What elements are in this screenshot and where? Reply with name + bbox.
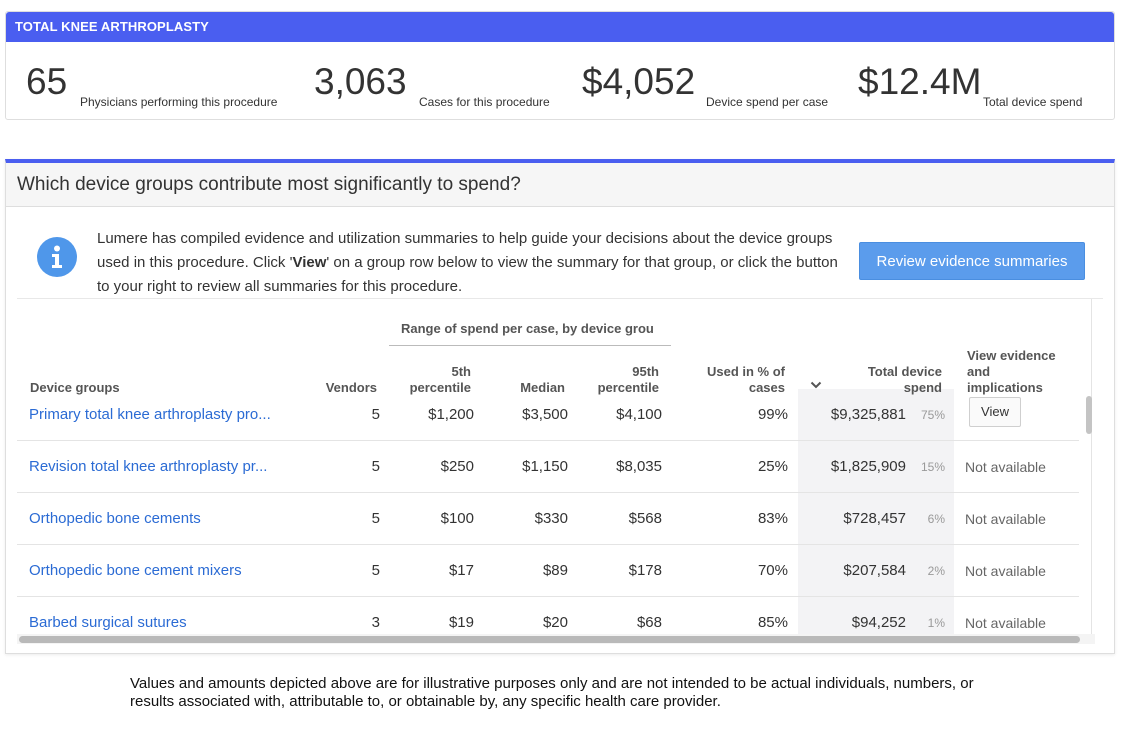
p5-cell: $100 xyxy=(440,510,474,527)
spend-share-cell: 15% xyxy=(920,460,945,474)
chevron-down-icon[interactable] xyxy=(810,377,822,389)
total-spend-label: Total device spend xyxy=(983,95,1083,109)
spend-share-cell: 75% xyxy=(920,408,945,422)
vendors-cell: 5 xyxy=(371,510,380,527)
used-cell: 85% xyxy=(757,614,788,631)
device-group-link[interactable]: Barbed surgical sutures xyxy=(29,614,187,631)
spend-share-cell: 6% xyxy=(927,512,945,526)
spend-per-case-value: $4,052 xyxy=(582,61,696,102)
median-cell: $89 xyxy=(542,562,568,579)
view-evidence-button[interactable]: View xyxy=(969,397,1021,427)
header-5th-percentile[interactable]: 5th percentile xyxy=(395,364,471,396)
total-spend-cell: $94,252 xyxy=(851,614,906,631)
used-cell: 70% xyxy=(757,562,788,579)
table-row: Primary total knee arthroplasty pro... 5… xyxy=(17,389,1079,441)
not-available-text: Not available xyxy=(965,615,1046,631)
device-group-link[interactable]: Revision total knee arthroplasty pr... xyxy=(29,458,268,475)
median-cell: $20 xyxy=(542,614,568,631)
vendors-cell: 5 xyxy=(371,458,380,475)
p5-cell: $19 xyxy=(448,614,474,631)
info-text-bold: View xyxy=(292,254,327,271)
vendors-cell: 5 xyxy=(371,562,380,579)
header-95th-line2: percentile xyxy=(597,380,659,395)
total-spend-value: $12.4M xyxy=(858,61,982,102)
total-spend-cell: $9,325,881 xyxy=(830,406,906,423)
device-group-link[interactable]: Primary total knee arthroplasty pro... xyxy=(29,406,271,423)
header-5th-line2: percentile xyxy=(409,380,471,395)
table-row: Orthopedic bone cement mixers 5 $17 $89 … xyxy=(17,545,1079,597)
total-spend-column-shade xyxy=(798,389,954,524)
p5-cell: $17 xyxy=(448,562,474,579)
header-used-in-percent[interactable]: Used in % of cases xyxy=(687,364,785,396)
procedure-title: TOTAL KNEE ARTHROPLASTY xyxy=(6,12,1114,42)
total-spend-cell: $207,584 xyxy=(843,562,906,579)
spend-share-cell: 2% xyxy=(927,564,945,578)
range-of-spend-header: Range of spend per case, by device grou xyxy=(389,321,671,346)
header-view-line1: View evidence xyxy=(967,348,1056,363)
spend-per-case-label: Device spend per case xyxy=(706,95,829,109)
total-spend-cell: $728,457 xyxy=(843,510,906,527)
physicians-label: Physicians performing this procedure xyxy=(80,95,278,109)
used-cell: 99% xyxy=(757,406,788,423)
header-95th-percentile[interactable]: 95th percentile xyxy=(583,364,659,396)
info-message: Lumere has compiled evidence and utiliza… xyxy=(97,227,847,299)
header-used-line1: Used in % of xyxy=(706,364,785,379)
horizontal-scrollbar[interactable] xyxy=(19,636,1080,643)
info-text-part-1: Lumere has compiled evidence and utiliza… xyxy=(97,230,833,271)
header-vendors[interactable]: Vendors xyxy=(325,380,377,395)
cases-label: Cases for this procedure xyxy=(419,95,550,109)
median-cell: $3,500 xyxy=(522,406,568,423)
not-available-text: Not available xyxy=(965,563,1046,579)
p95-cell: $568 xyxy=(628,510,662,527)
not-available-text: Not available xyxy=(965,511,1046,527)
p95-cell: $8,035 xyxy=(616,458,662,475)
summary-stats: 65 Physicians performing this procedure … xyxy=(6,42,1114,120)
vendors-cell: 5 xyxy=(371,406,380,423)
p5-cell: $250 xyxy=(440,458,474,475)
disclaimer-text: Values and amounts depicted above are fo… xyxy=(130,675,974,710)
panel-title: Which device groups contribute most sign… xyxy=(6,163,1114,207)
header-device-groups[interactable]: Device groups xyxy=(30,380,120,395)
device-group-link[interactable]: Orthopedic bone cement mixers xyxy=(29,562,242,579)
header-view-line3: implications xyxy=(967,380,1043,395)
header-view-line2: and xyxy=(967,364,991,379)
header-95th-line1: 95th xyxy=(632,364,659,379)
info-icon xyxy=(37,237,77,277)
median-cell: $1,150 xyxy=(522,458,568,475)
vendors-cell: 3 xyxy=(371,614,380,631)
vertical-scrollbar[interactable] xyxy=(1086,396,1092,434)
p95-cell: $68 xyxy=(636,614,662,631)
not-available-text: Not available xyxy=(965,459,1046,475)
header-view-evidence: View evidence and implications xyxy=(967,348,1077,396)
device-groups-table: Range of spend per case, by device grou … xyxy=(17,298,1103,634)
median-cell: $330 xyxy=(534,510,568,527)
header-total-line1: Total device xyxy=(867,364,942,379)
review-evidence-summaries-button[interactable]: Review evidence summaries xyxy=(859,242,1085,280)
info-text-part-2: ' on a group row below to view the summa… xyxy=(97,254,838,295)
table-right-border xyxy=(1091,299,1092,634)
physicians-count: 65 xyxy=(26,61,68,102)
procedure-summary-card: TOTAL KNEE ARTHROPLASTY 65 Physicians pe… xyxy=(5,11,1115,120)
header-total-line2: spend xyxy=(903,380,942,395)
used-cell: 25% xyxy=(757,458,788,475)
used-cell: 83% xyxy=(757,510,788,527)
p5-cell: $1,200 xyxy=(428,406,474,423)
device-group-link[interactable]: Orthopedic bone cements xyxy=(29,510,201,527)
device-groups-panel: Which device groups contribute most sign… xyxy=(5,159,1115,654)
spend-share-cell: 1% xyxy=(927,616,945,630)
table-row: Barbed surgical sutures 3 $19 $20 $68 85… xyxy=(17,597,1079,634)
table-row: Orthopedic bone cements 5 $100 $330 $568… xyxy=(17,493,1079,545)
table-row: Revision total knee arthroplasty pr... 5… xyxy=(17,441,1079,493)
header-used-line2: cases xyxy=(748,380,785,395)
total-spend-column-shade-lower xyxy=(798,524,954,634)
p95-cell: $4,100 xyxy=(616,406,662,423)
header-median[interactable]: Median xyxy=(520,380,565,395)
cases-count: 3,063 xyxy=(314,61,407,102)
total-spend-cell: $1,825,909 xyxy=(830,458,906,475)
header-total-device-spend[interactable]: Total device spend xyxy=(837,364,942,396)
header-5th-line1: 5th xyxy=(451,364,472,379)
p95-cell: $178 xyxy=(628,562,662,579)
